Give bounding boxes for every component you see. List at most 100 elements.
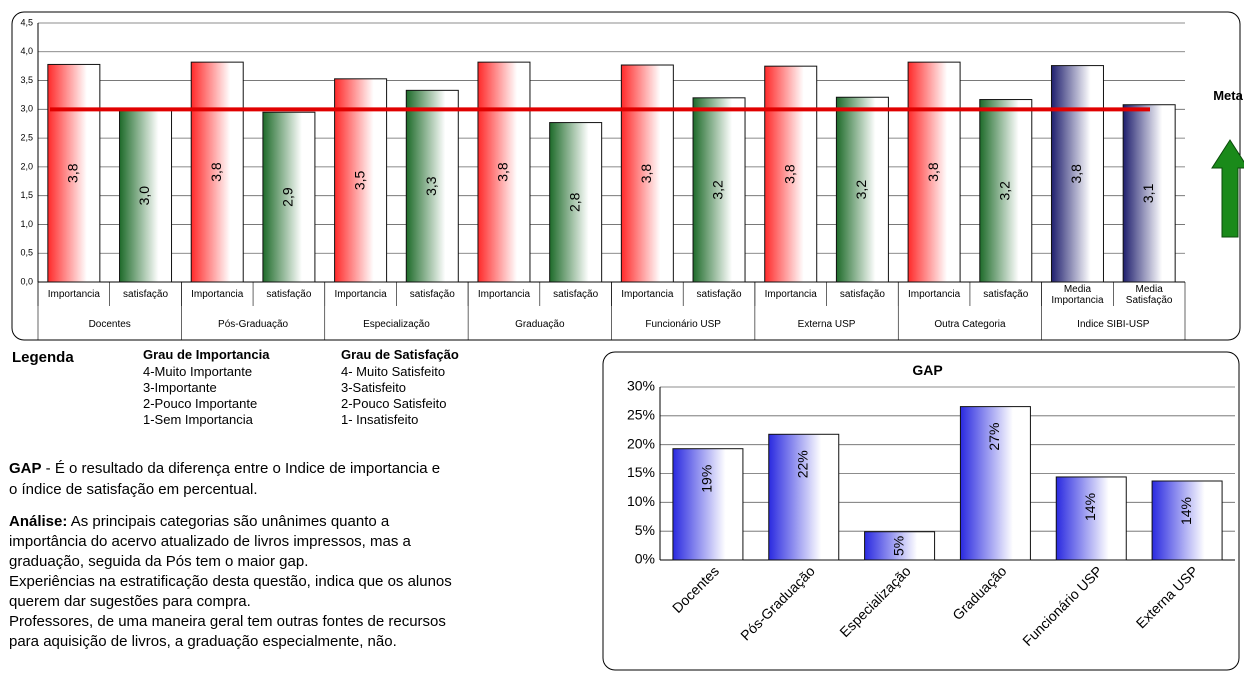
meta-arrow: [1211, 139, 1244, 238]
bar: [768, 433, 840, 561]
bar: [262, 111, 316, 283]
y-tick-label: 2,5: [20, 132, 33, 142]
value-label: 3,0: [136, 186, 152, 206]
gap-line: - É o resultado da diferença entre o Ind…: [42, 460, 441, 477]
bar: [549, 122, 603, 283]
x-tick-label-box: Importancia: [191, 289, 244, 300]
value-label: 14%: [1082, 493, 1098, 521]
bar: [672, 448, 744, 561]
x-tick-label-box: satisfação: [123, 289, 169, 300]
analysis-line: As principais categorias são unânimes qu…: [67, 513, 390, 530]
analysis-line: graduação, seguida da Pós tem o maior ga…: [9, 553, 308, 570]
value-label: 3,8: [495, 162, 511, 182]
x-tick-label: Importancia: [191, 289, 244, 300]
importance-item: 1-Sem Importancia: [143, 412, 254, 427]
analysis-term: Análise:: [9, 513, 67, 530]
value-label: 3,5: [351, 170, 367, 190]
analysis-line: Professores, de uma maneira geral tem ou…: [9, 613, 446, 630]
value-label: 22%: [794, 450, 810, 478]
x-tick-label: Importancia: [47, 289, 100, 300]
y-tick-label: 4,5: [20, 17, 33, 27]
x-tick-label: Media Satisfação: [1125, 284, 1173, 306]
satisfaction-title: Grau de Satisfação: [341, 347, 459, 362]
group-label: Pós-Graduação: [218, 319, 288, 330]
x-tick-label: satisfação: [409, 289, 455, 300]
importance-title: Grau de Importancia: [143, 347, 270, 362]
x-tick-label-box: satisfação: [839, 289, 885, 300]
x-tick-label-box: satisfação: [697, 289, 742, 300]
value-label: 3,2: [996, 181, 1012, 201]
x-tick-label: satisfação: [553, 289, 599, 300]
group-label: Outra Categoria: [934, 319, 1006, 330]
value-label: 3,8: [638, 164, 654, 184]
x-tick-label-box: Importancia: [764, 289, 817, 300]
satisfaction-item: 2-Pouco Satisfeito: [341, 396, 447, 411]
y-tick-label: 10%: [627, 493, 655, 509]
chart-title: GAP: [912, 362, 942, 378]
bar: [1151, 480, 1223, 561]
bar: [1055, 476, 1127, 561]
value-label: 3,1: [1140, 183, 1156, 203]
gap-note: GAP - É o resultado da diferença entre o…: [9, 460, 440, 477]
x-tick-label: satisfação: [123, 289, 169, 300]
x-tick-label-box: Importancia: [47, 289, 100, 300]
y-tick-label: 2,0: [20, 161, 33, 171]
x-tick-label-box: Importancia: [621, 289, 674, 300]
bar: [1050, 65, 1104, 283]
bar: [47, 63, 101, 283]
gap-chart-frame: [602, 351, 1240, 671]
group-label: Externa USP: [798, 319, 856, 330]
bar: [835, 96, 889, 283]
x-tick-label-box: Media Importancia: [1051, 284, 1104, 306]
bar: [1122, 104, 1176, 283]
x-tick-label: Importancia: [334, 289, 387, 300]
x-tick-label-box: Importancia: [334, 289, 387, 300]
x-tick-label: Importancia: [621, 289, 674, 300]
bar: [405, 89, 459, 283]
y-tick-label: 25%: [627, 407, 655, 423]
analysis-line: Experiências na estratificação desta que…: [9, 573, 452, 590]
x-tick-label-box: satisfação: [409, 289, 455, 300]
bar: [864, 531, 936, 561]
y-tick-label: 0%: [635, 551, 655, 567]
bar: [959, 406, 1031, 561]
bar: [190, 61, 244, 283]
bar: [334, 78, 388, 283]
analysis-note: Análise: As principais categorias são un…: [9, 513, 390, 530]
group-label: Especialização: [363, 319, 430, 330]
y-tick-label: 0,0: [20, 276, 33, 286]
value-label: 2,9: [280, 187, 296, 207]
value-label: 2,8: [566, 192, 582, 212]
x-tick-label-box: Importancia: [908, 289, 960, 300]
satisfaction-item: 1- Insatisfeito: [341, 412, 418, 427]
y-tick-label: 20%: [627, 435, 655, 451]
value-label: 19%: [699, 465, 715, 493]
value-label: 3,2: [710, 180, 726, 200]
gap-line: o índice de satisfação em percentual.: [9, 481, 257, 498]
bar: [764, 65, 818, 283]
value-label: 3,8: [925, 162, 941, 182]
y-tick-label: 0,5: [20, 248, 33, 258]
y-tick-label: 1,5: [20, 190, 33, 200]
x-tick-label: Importancia: [764, 289, 817, 300]
satisfaction-item: 4- Muito Satisfeito: [341, 364, 445, 379]
group-label: Docentes: [89, 319, 131, 330]
legend-title: Legenda: [12, 349, 74, 366]
value-label: 3,2: [853, 180, 869, 200]
x-tick-label-box: satisfação: [983, 289, 1028, 300]
group-label: Indice SIBI-USP: [1077, 319, 1150, 330]
x-tick-label: satisfação: [839, 289, 885, 300]
y-tick-label: 15%: [627, 464, 655, 480]
analysis-line: importância do acervo atualizado de livr…: [9, 533, 412, 550]
importance-item: 2-Pouco Importante: [143, 396, 257, 411]
value-label: 3,8: [781, 164, 797, 184]
analysis-line: para aquisição de livros, a graduação es…: [9, 633, 397, 650]
importance-item: 4-Muito Importante: [143, 364, 252, 379]
x-tick-label: satisfação: [266, 289, 312, 300]
importance-item: 3-Importante: [143, 380, 217, 395]
y-tick-label: 4,0: [20, 46, 33, 56]
x-tick-label-box: satisfação: [266, 289, 312, 300]
x-tick-label: Media Importancia: [1051, 284, 1104, 306]
meta-label: Meta: [1213, 88, 1243, 103]
